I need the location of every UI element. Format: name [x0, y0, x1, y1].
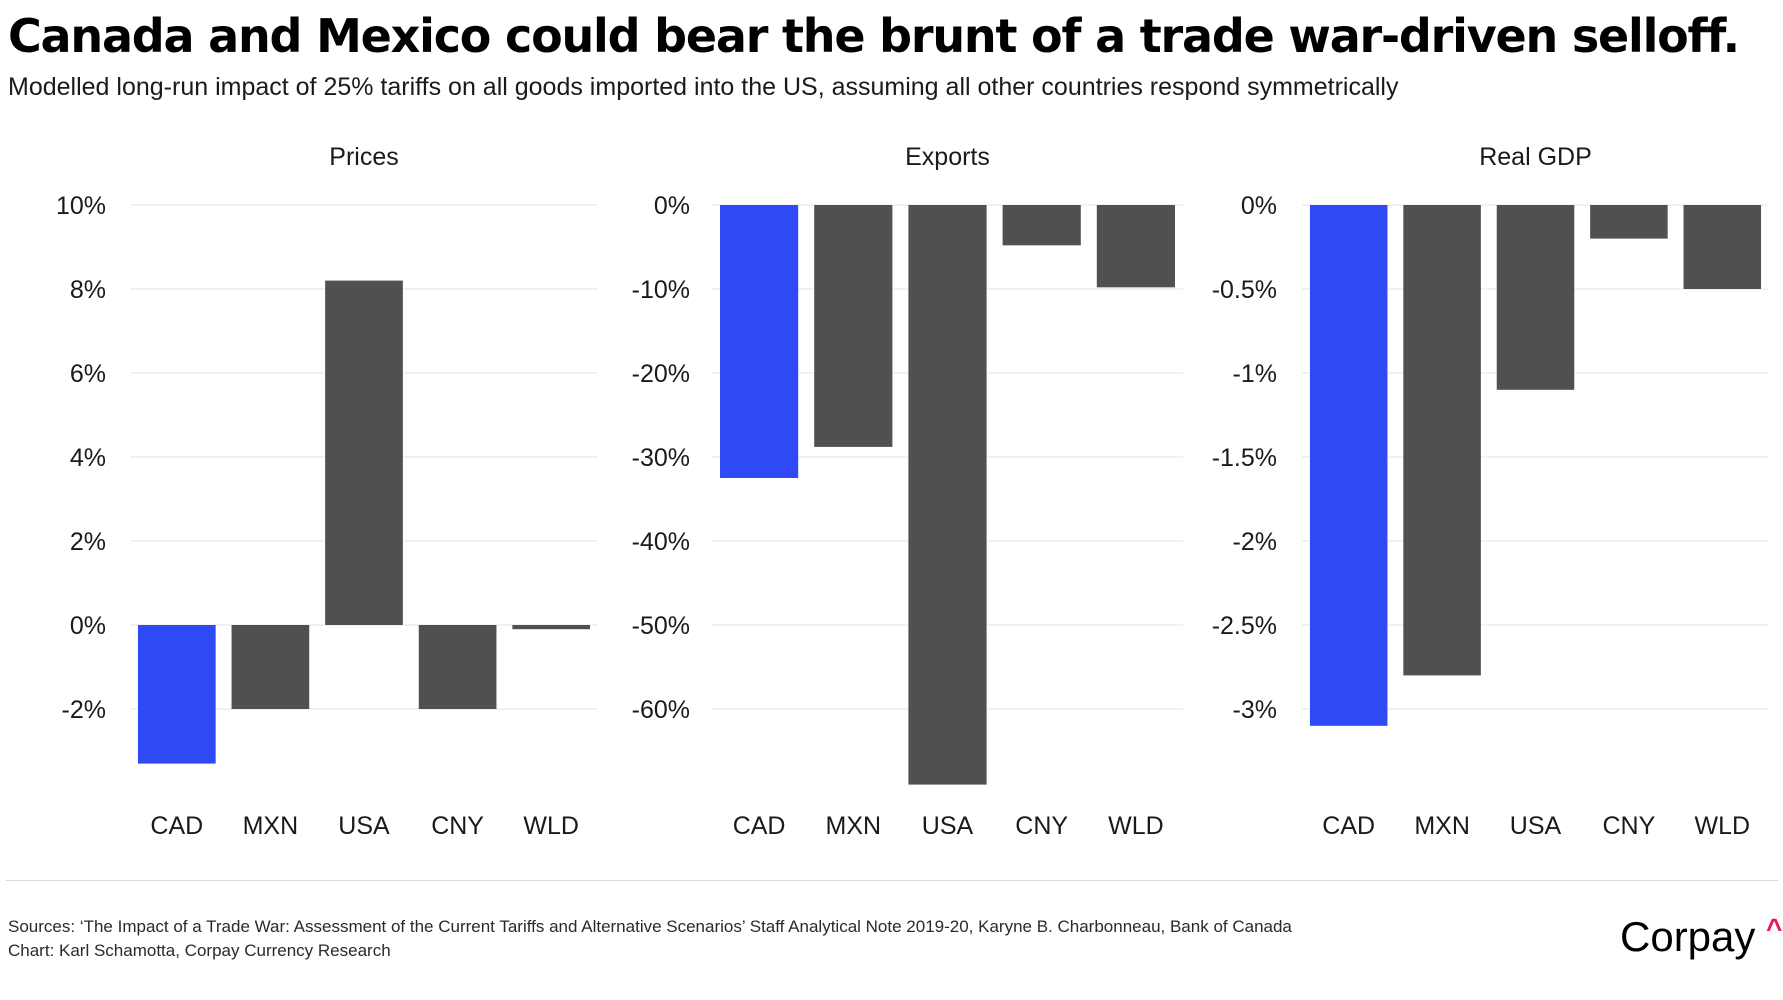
y-tick-label: -2%	[62, 696, 106, 724]
logo-text: Corpay	[1620, 913, 1756, 960]
chart-panel-real-gdp: Real GDP 0% -0.5% -1% -1.5% -2% -2.5% -3% CAD MXN…	[1212, 143, 1769, 840]
bar-wld	[1096, 205, 1175, 288]
bar-mxn	[1403, 205, 1481, 676]
y-tick-label: 0%	[654, 192, 690, 220]
x-tick-label: MXN	[1414, 812, 1470, 840]
logo-caret: ^	[1766, 913, 1783, 944]
x-tick-label: CNY	[1603, 812, 1656, 840]
x-tick-label: WLD	[523, 812, 579, 840]
y-tick-label: 0%	[1241, 192, 1277, 220]
bar-cny	[1002, 205, 1081, 246]
y-tick-label: -10%	[632, 276, 690, 304]
bar-wld	[512, 625, 591, 630]
bar-wld	[1683, 205, 1762, 289]
x-tick-label: WLD	[1108, 812, 1164, 840]
x-tick-label: CAD	[1322, 812, 1375, 840]
bar-mxn	[814, 205, 893, 447]
credit-text: Chart: Karl Schamotta, Corpay Currency R…	[8, 941, 391, 960]
y-tick-label: -2%	[1233, 528, 1277, 556]
y-tick-label: 10%	[56, 192, 106, 220]
y-tick-label: -20%	[632, 360, 690, 388]
x-tick-label: CAD	[733, 812, 786, 840]
y-tick-label: -60%	[632, 696, 690, 724]
footer-sources: Sources: ‘The Impact of a Trade War: Ass…	[8, 915, 1292, 963]
panel-title: Real GDP	[1479, 143, 1592, 171]
y-tick-label: -2.5%	[1212, 612, 1277, 640]
x-tick-label: MXN	[243, 812, 299, 840]
y-tick-label: -1.5%	[1212, 444, 1277, 472]
bar-cny	[1590, 205, 1668, 239]
panel-title: Prices	[329, 143, 398, 171]
corpay-logo: Corpay ^	[1620, 912, 1782, 962]
chart-subtitle: Modelled long-run impact of 25% tariffs …	[8, 73, 1399, 101]
x-tick-label: WLD	[1695, 812, 1751, 840]
y-tick-label: 0%	[70, 612, 106, 640]
bar-usa	[1496, 205, 1575, 390]
y-tick-label: 4%	[70, 444, 106, 472]
chart-panel-prices: Prices 10% 8% 6% 4% 2% 0% -2% CAD MXN USA CNY WLD	[56, 143, 598, 840]
y-tick-label: -40%	[632, 528, 690, 556]
y-tick-label: -3%	[1233, 696, 1277, 724]
sources-text: Sources: ‘The Impact of a Trade War: Ass…	[8, 917, 1292, 936]
x-tick-label: CNY	[1015, 812, 1068, 840]
y-tick-label: 2%	[70, 528, 106, 556]
y-tick-label: -50%	[632, 612, 690, 640]
footer-divider	[6, 880, 1778, 881]
bar-cad	[137, 625, 216, 764]
x-tick-label: MXN	[826, 812, 882, 840]
y-tick-label: -1%	[1233, 360, 1277, 388]
bar-mxn	[231, 625, 310, 709]
x-tick-label: CAD	[150, 812, 203, 840]
x-tick-label: USA	[922, 812, 974, 840]
chart-title: Canada and Mexico could bear the brunt o…	[8, 9, 1740, 63]
x-tick-label: USA	[338, 812, 390, 840]
x-tick-label: USA	[1510, 812, 1562, 840]
bar-cad	[1309, 205, 1388, 726]
y-tick-label: 6%	[70, 360, 106, 388]
x-tick-label: CNY	[431, 812, 484, 840]
y-tick-label: -0.5%	[1212, 276, 1277, 304]
bar-cny	[418, 625, 497, 709]
bar-usa	[325, 280, 403, 625]
y-tick-label: 8%	[70, 276, 106, 304]
chart-panel-exports: Exports 0% -10% -20% -30% -40% -50% -60% CAD MXN U…	[632, 143, 1183, 840]
bar-cad	[720, 205, 799, 478]
bar-usa	[908, 205, 987, 785]
y-tick-label: -30%	[632, 444, 690, 472]
panel-title: Exports	[905, 143, 990, 171]
